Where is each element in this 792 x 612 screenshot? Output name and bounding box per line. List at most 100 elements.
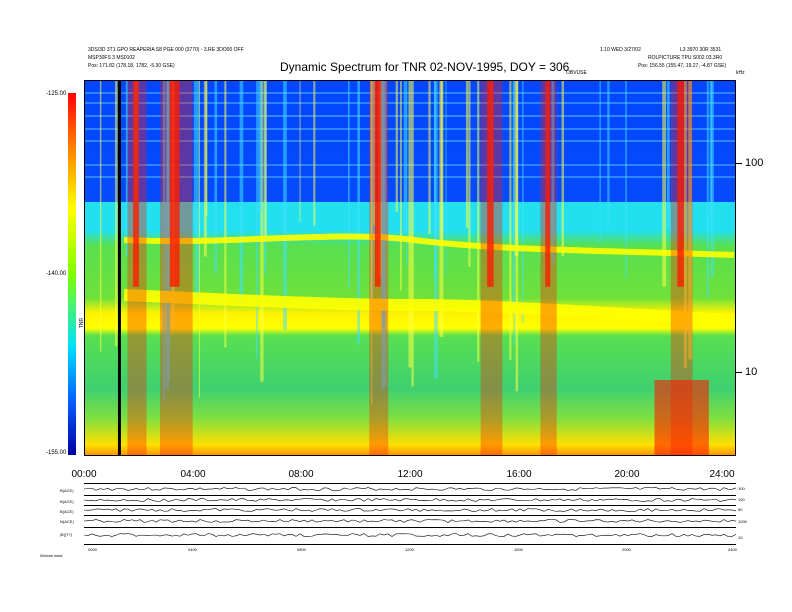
vertical-streak: [513, 80, 516, 346]
y-tick-100: [736, 163, 742, 164]
vertical-streak: [625, 80, 627, 279]
panel-trace: [84, 508, 736, 512]
vertical-streak: [468, 80, 471, 267]
panel-divider: [84, 495, 736, 496]
y-unit-label: kHz: [736, 70, 745, 76]
colorbar-label-top: -125.00: [46, 91, 67, 97]
panel-divider: [84, 515, 736, 516]
low-frequency-burst: [654, 380, 709, 456]
panel-right-label: 1000: [738, 519, 747, 524]
vertical-streak: [434, 80, 438, 379]
panel-row-label: |B|(T?): [60, 532, 73, 537]
y-label-10: 10: [745, 366, 758, 378]
vertical-streak: [115, 80, 118, 347]
vertical-streak: [551, 80, 555, 264]
panel-footer-label: Wolves wind: [40, 553, 63, 558]
emission-burst-core: [677, 80, 684, 287]
panel-x-tick: 0800: [297, 547, 306, 552]
vertical-streak: [428, 80, 431, 235]
header-right-line3: ROLPICTURE TPU S002 03.3R0: [648, 55, 723, 61]
vertical-streak: [239, 80, 244, 305]
vertical-streak: [509, 80, 512, 361]
vertical-streak: [512, 80, 514, 310]
panel-right-label: 50: [738, 507, 743, 512]
vertical-streak: [382, 80, 387, 388]
panel-trace: [84, 519, 736, 523]
chart-title: Dynamic Spectrum for TNR 02-NOV-1995, DO…: [280, 60, 570, 74]
vertical-streak: [214, 80, 218, 273]
panel-trace: [84, 533, 736, 537]
marker-label: OBVUSE: [566, 70, 587, 76]
panel-right-label: 10: [738, 535, 743, 540]
vertical-streak: [203, 80, 207, 257]
vertical-streak: [283, 80, 287, 330]
vertical-streak: [99, 80, 102, 352]
y-tick-10: [736, 372, 742, 373]
vertical-streak: [515, 80, 519, 392]
panel-x-tick: 0000: [88, 547, 97, 552]
plasma-line-lower: [123, 289, 735, 326]
vertical-streak: [357, 80, 360, 345]
header-left-line3: Pos: 171.82 (178.18, 1782, -5.30 GSE): [88, 63, 175, 69]
vertical-streak: [408, 80, 412, 368]
panel-trace: [84, 498, 736, 502]
panel-row-label: B(ACE): [60, 488, 74, 493]
vertical-streak: [445, 80, 447, 275]
vertical-streak: [406, 80, 408, 266]
panel-x-tick: 1600: [514, 547, 523, 552]
vertical-streak: [347, 80, 350, 289]
y-label-100: 100: [745, 157, 764, 169]
vertical-streak: [465, 80, 469, 228]
vertical-streak: [403, 80, 407, 234]
vertical-streak: [193, 80, 196, 227]
vertical-streak: [706, 80, 709, 298]
vertical-streak: [709, 80, 713, 218]
time-marker-line: [117, 80, 121, 456]
panel-divider: [84, 483, 736, 484]
vertical-streak: [166, 80, 171, 381]
vertical-streak: [395, 80, 398, 212]
panel-trace: [84, 487, 736, 491]
x-tick-label: 08:00: [288, 469, 314, 480]
panel-divider: [84, 527, 736, 528]
emission-burst-core: [487, 80, 494, 287]
vertical-streak: [224, 80, 227, 348]
header-left-line1: 3DS/3D 3T1 GPO REAPERIA S8 PGE 000 (3770…: [88, 47, 244, 53]
panel-divider: [84, 544, 736, 545]
x-tick-label: 04:00: [180, 469, 206, 480]
vertical-streak: [299, 80, 301, 223]
panel-x-tick: 2400: [728, 547, 737, 552]
spectrogram-plot: [84, 80, 736, 456]
emission-burst-core: [169, 80, 180, 287]
vertical-streak: [264, 80, 267, 237]
colorbar-label-bottom: -155.00: [46, 450, 67, 456]
colorbar: [68, 93, 76, 455]
vertical-streak: [477, 80, 480, 362]
panel-divider: [84, 505, 736, 506]
header-right-line4: Pos: 156.55 (155.47, 19.27, -4.87 GSE): [638, 63, 727, 69]
header-right-line1: 1.10 WED 3/27/02: [600, 47, 641, 53]
vertical-streak: [684, 80, 687, 369]
emission-burst-core: [133, 80, 139, 287]
vertical-streak: [400, 80, 402, 291]
panel-row-label: B(ACE): [60, 509, 74, 514]
header-left-line2: MSP30FS 3 MS0102: [88, 55, 135, 61]
vertical-streak: [439, 80, 444, 338]
x-tick-label: 12:00: [397, 469, 423, 480]
vertical-streak: [195, 80, 200, 300]
panel-right-label: 100: [738, 497, 745, 502]
panel-traces: [84, 487, 736, 537]
emission-burst-core: [374, 80, 381, 287]
vertical-streak: [256, 80, 258, 359]
vertical-streak: [371, 80, 373, 405]
panel-x-tick: 0400: [188, 547, 197, 552]
vertical-streak: [666, 80, 670, 228]
vertical-streak: [257, 80, 262, 212]
panel-x-tick: 1200: [405, 547, 414, 552]
spectrogram-svg: [84, 80, 736, 456]
panel-row-label: B(ACE): [60, 499, 74, 504]
vertical-streak: [125, 80, 128, 257]
panel-row-label: N(ACE): [60, 519, 74, 524]
x-tick-label: 00:00: [71, 469, 97, 480]
panel-x-tick: 2000: [622, 547, 631, 552]
